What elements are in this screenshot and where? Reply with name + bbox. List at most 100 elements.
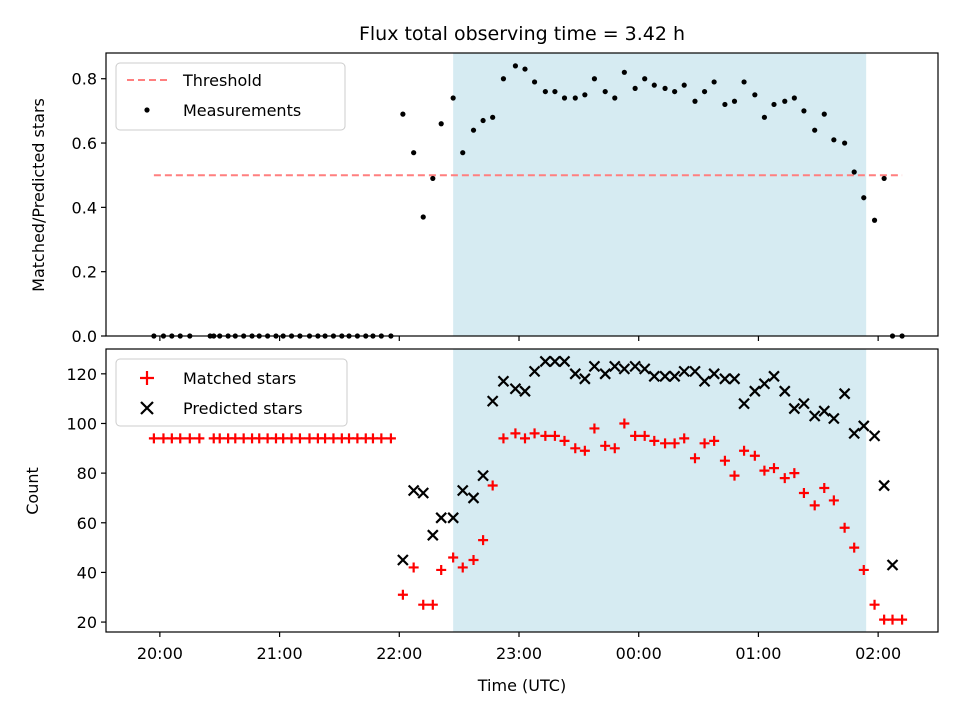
- predicted-star-point: [417, 487, 430, 499]
- matched-star-point: [669, 438, 680, 449]
- measurement-point: [512, 63, 519, 69]
- predicted-star-point: [659, 370, 671, 383]
- predicted-star-point: [427, 529, 439, 541]
- matched-star-point: [478, 535, 489, 546]
- measurement-point: [480, 117, 486, 124]
- bottom-y-tick-label: 20: [77, 613, 97, 632]
- predicted-star-point: [519, 385, 531, 397]
- measurement-point: [411, 150, 417, 156]
- predicted-star-point: [599, 368, 611, 380]
- matched-star-point: [729, 470, 740, 481]
- matched-star-point: [839, 522, 850, 533]
- predicted-star-point: [758, 377, 771, 390]
- x-tick-label: 02:00: [855, 644, 901, 663]
- matched-star-point: [448, 552, 459, 563]
- measurement-point: [681, 82, 687, 88]
- top-y-tick-label: 0.2: [72, 263, 97, 282]
- matched-star-point: [540, 430, 551, 441]
- predicted-star-point: [719, 373, 731, 385]
- matched-star-point: [294, 433, 305, 444]
- matched-star-point: [376, 433, 387, 444]
- measurement-point: [651, 82, 657, 88]
- matched-star-point: [529, 428, 540, 439]
- measurement-point: [722, 101, 728, 108]
- measurement-point: [522, 66, 528, 72]
- matched-star-point: [194, 433, 205, 444]
- predicted-star-point: [838, 387, 851, 400]
- top-y-axis-label: Matched/Predicted stars: [29, 98, 48, 292]
- predicted-star-point: [788, 402, 801, 415]
- measurement-point: [711, 79, 717, 85]
- measurement-point: [500, 76, 507, 82]
- measurement-point: [752, 92, 758, 98]
- predicted-star-point: [629, 360, 641, 373]
- top-y-tick-label: 0.0: [72, 327, 97, 346]
- matched-star-point: [385, 433, 396, 444]
- threshold-legend-label: Threshold: [182, 71, 262, 90]
- predicted-star-point: [828, 412, 840, 425]
- matched-star-point: [779, 473, 790, 484]
- predicted-star-point: [447, 512, 459, 524]
- matched-star-point: [166, 433, 177, 444]
- bottom-y-axis-label: Count: [23, 467, 42, 515]
- measurements-legend-label: Measurements: [183, 101, 301, 120]
- x-tick-label: 00:00: [616, 644, 662, 663]
- top-legend: Threshold Measurements: [115, 62, 346, 131]
- predicted-star-point: [618, 363, 631, 375]
- matched-star-point: [768, 463, 779, 474]
- matched-star-point: [798, 487, 809, 498]
- measurement-point: [531, 79, 538, 85]
- measurement-point: [470, 127, 477, 133]
- bottom-y-tick-label: 100: [66, 414, 97, 433]
- matched-star-point: [418, 599, 429, 610]
- predicted-star-point: [588, 360, 601, 373]
- matched-star-point: [549, 430, 560, 441]
- matched-star-point: [184, 433, 195, 444]
- matched-star-point: [344, 433, 355, 444]
- matched-star-point: [559, 435, 570, 446]
- measurement-point: [881, 175, 887, 182]
- predicted-star-point: [558, 355, 571, 368]
- measurement-point: [542, 88, 548, 95]
- matched-star-point: [278, 433, 289, 444]
- matched-star-point: [238, 433, 249, 444]
- measurement-point: [692, 98, 698, 104]
- measurement-point: [572, 95, 578, 101]
- predicted-star-point: [497, 375, 510, 388]
- matched-star-point: [709, 435, 720, 446]
- bottom-plot-frame: [105, 348, 939, 633]
- matched-star-point: [320, 433, 331, 444]
- measurement-point: [851, 169, 857, 175]
- matched-star-point: [849, 542, 860, 553]
- measurement-point: [621, 69, 627, 75]
- predicted-star-point: [579, 373, 591, 385]
- predicted-star-point: [878, 479, 890, 492]
- matched-legend-swatch: [140, 371, 154, 385]
- measurement-point: [602, 88, 608, 95]
- measurement-point: [861, 195, 867, 201]
- measurements-legend-swatch: [144, 107, 150, 113]
- bottom-axes: 20 40 60 80 100 120 20:00 21:00 22:00 23:00 00:00 0…: [66, 365, 901, 663]
- matched-star-point: [579, 445, 590, 456]
- bottom-y-tick-label: 60: [77, 514, 97, 533]
- bottom-legend: Matched stars Predicted stars: [115, 358, 348, 427]
- matched-star-point: [649, 435, 660, 446]
- matched-star-point: [887, 614, 898, 625]
- measurement-point: [782, 98, 788, 104]
- predicted-star-point: [698, 375, 711, 388]
- measurement-point: [450, 95, 456, 101]
- matched-star-point: [679, 433, 690, 444]
- predicted-legend-swatch: [140, 401, 154, 415]
- matched-star-point: [262, 433, 273, 444]
- matched-star-point: [498, 433, 509, 444]
- matched-star-point: [397, 589, 408, 600]
- measurement-point: [430, 175, 436, 182]
- predicted-star-point: [689, 365, 701, 378]
- bottom-y-tick-label: 80: [77, 464, 97, 483]
- matched-star-point: [367, 433, 378, 444]
- measurement-point: [871, 217, 878, 223]
- predicted-star-point: [539, 355, 552, 368]
- matched-legend-label: Matched stars: [183, 369, 296, 388]
- matched-star-point: [660, 438, 671, 449]
- matched-star-point: [254, 433, 265, 444]
